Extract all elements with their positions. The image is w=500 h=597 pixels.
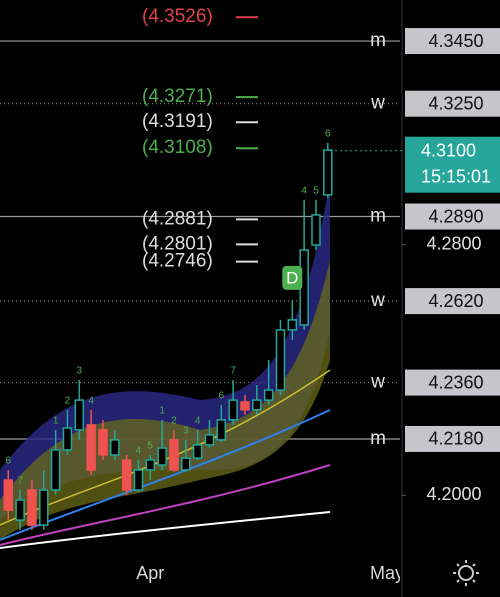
price-label: (4.2746) <box>142 251 213 272</box>
level-box <box>405 203 500 230</box>
price-label: (4.3526) <box>142 6 213 27</box>
setup-count: 7 <box>230 366 236 377</box>
setup-count: 4 <box>136 446 142 457</box>
level-box <box>405 90 500 117</box>
price-label: (4.3108) <box>142 137 213 158</box>
level-mark: m <box>370 206 386 227</box>
level-box <box>405 369 500 396</box>
candle-body <box>181 457 191 471</box>
level-mark: w <box>370 372 385 393</box>
settings-icon[interactable] <box>453 560 479 586</box>
candle-body <box>3 479 14 511</box>
price-label: (4.3271) <box>142 86 213 107</box>
badge: D <box>286 268 298 287</box>
level-box <box>405 425 500 452</box>
current-price-label: 4.3100 <box>421 140 476 160</box>
candle-body <box>252 399 262 411</box>
y-tick-label: 4.2000 <box>426 484 481 504</box>
candle-body <box>240 401 250 411</box>
level-label: 4.3450 <box>428 31 483 51</box>
level-mark: m <box>370 428 386 449</box>
candle-body <box>86 424 96 471</box>
candle-body <box>62 427 73 451</box>
current-price-time: 15:15:01 <box>421 166 491 186</box>
candle-body <box>263 389 274 401</box>
candle-body <box>275 329 286 391</box>
setup-count: 6 <box>219 390 225 401</box>
candle-body <box>27 489 37 526</box>
setup-count: 5 <box>313 186 319 197</box>
level-mark: w <box>370 290 385 311</box>
candle-body <box>39 489 49 526</box>
level-box <box>405 28 500 55</box>
current-price-box <box>405 136 500 193</box>
level-label: 4.2180 <box>428 429 483 449</box>
candle-body <box>323 149 333 196</box>
level-label: 4.3250 <box>428 93 483 113</box>
setup-count: 2 <box>65 395 71 406</box>
level-label: 4.2360 <box>428 372 483 392</box>
x-tick-label: Apr <box>136 563 164 583</box>
setup-count: 3 <box>77 366 83 377</box>
price-label: (4.3191) <box>142 111 213 132</box>
candle-body <box>192 444 203 459</box>
candle-body <box>133 469 144 491</box>
level-mark: m <box>370 30 386 51</box>
candle-body <box>311 214 321 246</box>
price-label: (4.2881) <box>142 208 213 229</box>
candle-body <box>50 449 61 491</box>
candle-body <box>98 429 108 456</box>
moving-average <box>0 464 331 546</box>
level-label: 4.2620 <box>428 291 483 311</box>
setup-count: 1 <box>53 416 59 427</box>
setup-count: 4 <box>195 416 201 427</box>
candle-body <box>121 459 132 491</box>
setup-count: 2 <box>171 416 177 427</box>
y-tick-label: 4.2800 <box>426 233 481 253</box>
band <box>0 260 330 540</box>
setup-count: 7 <box>17 476 23 487</box>
candle-body <box>157 447 167 466</box>
setup-count: 3 <box>183 426 189 437</box>
setup-count: 4 <box>301 186 307 197</box>
candle-body <box>216 419 227 441</box>
setup-count: 6 <box>6 456 12 467</box>
candle-body <box>145 459 156 471</box>
setup-count: 6 <box>325 129 331 140</box>
badge-box <box>282 265 303 290</box>
candle-body <box>228 399 238 421</box>
level-label: 4.2890 <box>428 206 483 226</box>
candle-body <box>169 439 179 471</box>
candle-body <box>15 499 25 521</box>
setup-count: 1 <box>159 405 165 416</box>
candle-body <box>204 434 215 446</box>
level-mark: w <box>370 93 385 114</box>
price-label: (4.2801) <box>142 233 213 254</box>
level-box <box>405 288 500 315</box>
moving-average <box>0 511 331 549</box>
setup-count: 4 <box>88 395 94 406</box>
x-tick-label: May <box>370 563 404 583</box>
candle-body <box>287 319 298 331</box>
candle-body <box>110 439 120 456</box>
setup-count: 5 <box>148 441 154 452</box>
candle-body <box>74 399 85 431</box>
